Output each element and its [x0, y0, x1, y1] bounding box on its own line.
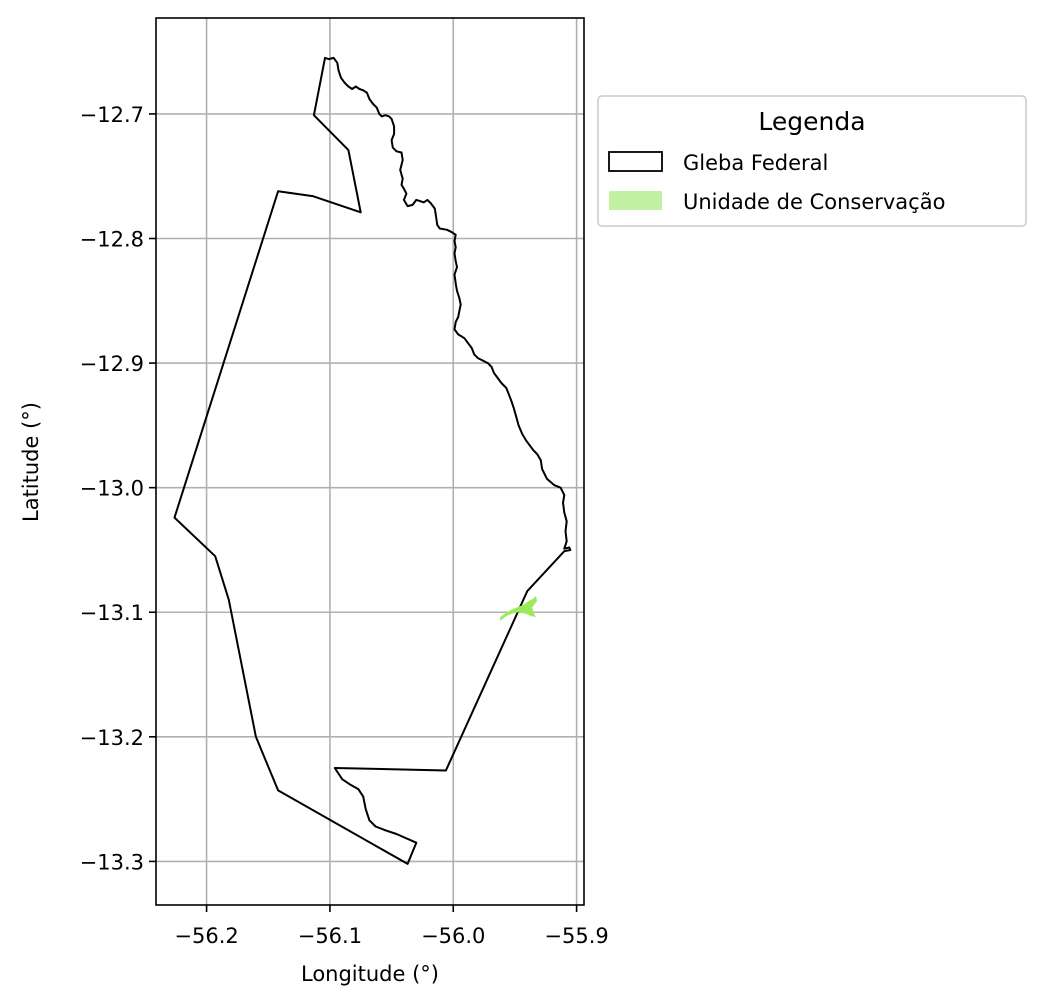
legend-frame [597, 95, 1027, 227]
map-layers [173, 56, 572, 865]
legend-label-unidade-de-conservacao: Unidade de Conservação [683, 190, 945, 214]
unidade-de-conservacao-polygon [500, 596, 538, 621]
y-tick-label-5: −13.2 [80, 726, 144, 750]
legend: Legenda Gleba Federal Unidade de Conserv… [597, 95, 1027, 227]
x-tick-label-2: −56.0 [421, 924, 485, 948]
y-tick-label-4: −13.1 [80, 601, 144, 625]
x-tick-label-3: −55.9 [544, 924, 608, 948]
x-tick-label-0: −56.2 [174, 924, 238, 948]
plot-frame [155, 17, 585, 906]
y-tick-label-2: −12.9 [80, 352, 144, 376]
legend-label-gleba-federal: Gleba Federal [683, 151, 828, 175]
gleba-federal-polygon [173, 56, 572, 865]
x-tick-label-1: −56.1 [298, 924, 362, 948]
y-axis-label: Latitude (°) [19, 402, 43, 522]
gridlines [156, 18, 584, 905]
axis-ticks: −56.2 −56.1 −56.0 −55.9 −12.7 −12.8 −12.9 −13.0… [80, 103, 609, 948]
y-tick-label-0: −12.7 [80, 103, 144, 127]
y-tick-label-1: −12.8 [80, 228, 144, 252]
y-tick-label-6: −13.3 [80, 850, 144, 874]
legend-swatch-gleba-federal [608, 151, 663, 172]
y-tick-label-3: −13.0 [80, 477, 144, 501]
legend-swatch-unidade-de-conservacao [609, 191, 662, 210]
x-axis-label: Longitude (°) [301, 962, 439, 986]
legend-title: Legenda [758, 107, 865, 136]
